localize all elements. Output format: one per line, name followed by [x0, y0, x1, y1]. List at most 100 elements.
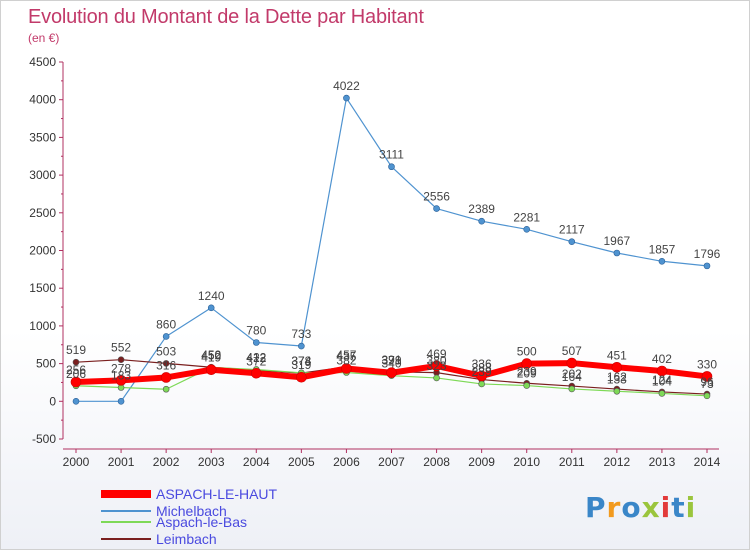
x-tick-label: 2011 [559, 455, 585, 469]
data-label-aspach-le-bas: 206 [66, 367, 86, 381]
data-label-aspach-le-haut: 256 [66, 363, 86, 377]
data-point-michelbach [117, 397, 125, 405]
brand-letter: P [585, 491, 607, 524]
data-label-leimbach: 519 [66, 343, 86, 357]
data-label-michelbach: 1857 [649, 242, 676, 256]
y-tick-label: 4500 [29, 55, 56, 69]
data-point-michelbach [162, 333, 170, 340]
data-point-michelbach [478, 217, 485, 225]
brand-letter: i [685, 491, 697, 524]
data-label-leimbach: 452 [201, 348, 221, 362]
data-label-aspach-le-bas: 164 [562, 370, 582, 384]
data-point-michelbach [568, 238, 576, 245]
data-label-aspach-le-haut: 336 [472, 357, 492, 371]
legend-swatch-aspach-le-haut [101, 490, 151, 498]
x-tick-label: 2003 [198, 455, 225, 469]
data-label-michelbach: 2117 [559, 223, 585, 237]
data-point-aspach-le-bas [613, 387, 621, 395]
data-point-aspach-le-haut [701, 371, 713, 382]
data-label-michelbach: 1796 [694, 247, 721, 261]
data-point-leimbach [162, 360, 170, 367]
x-tick-label: 2012 [604, 455, 631, 469]
data-label-aspach-le-haut: 507 [562, 344, 582, 358]
data-label-leimbach: 124 [652, 373, 672, 387]
chart-title: Evolution du Montant de la Dette par Hab… [28, 6, 424, 28]
data-label-aspach-le-bas: 239 [472, 365, 492, 379]
data-label-michelbach: 780 [246, 323, 266, 337]
data-label-aspach-le-haut: 419 [201, 351, 221, 365]
legend-label: Aspach-le-Bas [156, 514, 248, 530]
data-label-leimbach: 374 [291, 354, 311, 368]
data-label-aspach-le-bas: 323 [427, 359, 447, 373]
data-label-aspach-le-bas: 450 [201, 348, 221, 362]
y-tick-label: 2500 [29, 206, 56, 220]
data-label-leimbach: 202 [562, 367, 582, 381]
data-label-michelbach: 1967 [604, 234, 631, 248]
legend-item-aspach-le-haut[interactable]: ASPACH-LE-HAUT [101, 486, 321, 502]
data-label-aspach-le-bas: 422 [246, 350, 266, 364]
data-point-leimbach [72, 358, 80, 366]
data-label-leimbach: 288 [472, 361, 492, 375]
data-label-michelbach: 733 [291, 327, 311, 341]
data-label-aspach-le-haut: 319 [291, 358, 311, 372]
data-point-michelbach [523, 226, 531, 233]
data-label-aspach-le-bas: 183 [111, 369, 131, 383]
data-point-aspach-le-haut [431, 360, 442, 372]
chart-unit-label: (en €) [28, 31, 60, 45]
y-tick-label: 0 [49, 394, 56, 408]
x-tick-label: 2000 [63, 455, 90, 469]
brand-letter: o [621, 491, 642, 524]
x-tick-label: 2005 [288, 455, 315, 469]
legend-swatch-michelbach [101, 510, 151, 512]
data-point-aspach-le-haut [566, 357, 578, 369]
data-label-leimbach: 162 [607, 370, 627, 384]
data-label-aspach-le-haut: 316 [156, 358, 176, 372]
legend-label: Leimbach [156, 531, 217, 547]
brand-letter: r [606, 491, 622, 524]
data-point-michelbach [703, 262, 711, 270]
data-point-michelbach [298, 342, 305, 350]
data-label-aspach-le-bas: 340 [381, 357, 401, 371]
data-label-aspach-le-bas: 209 [517, 367, 537, 381]
data-label-aspach-le-bas: 378 [291, 354, 311, 368]
data-point-aspach-le-bas [523, 382, 531, 389]
data-point-aspach-le-haut [160, 372, 172, 383]
x-tick-label: 2010 [513, 455, 540, 469]
data-point-michelbach [343, 94, 350, 102]
data-label-aspach-le-bas: 382 [336, 353, 356, 367]
legend-item-leimbach[interactable]: Leimbach [101, 531, 321, 547]
data-point-aspach-le-haut [476, 370, 487, 382]
legend-label: ASPACH-LE-HAUT [156, 486, 278, 502]
y-tick-label: 500 [36, 357, 56, 371]
data-point-aspach-le-haut [386, 367, 397, 379]
x-tick-label: 2009 [468, 455, 495, 469]
data-label-michelbach: 4022 [333, 79, 360, 93]
data-point-aspach-le-haut [115, 375, 127, 386]
data-point-aspach-le-haut [205, 364, 217, 376]
data-label-leimbach: 380 [427, 354, 447, 368]
x-tick-label: 2004 [243, 455, 270, 469]
data-point-aspach-le-bas [433, 374, 440, 382]
y-tick-label: 1500 [29, 281, 56, 295]
data-point-aspach-le-haut [521, 358, 533, 369]
data-point-aspach-le-haut [296, 371, 307, 383]
legend-label: Michelbach [156, 503, 227, 519]
brand-logo: Proxiti [585, 491, 696, 524]
brand-letter: t [671, 491, 686, 524]
data-point-michelbach [658, 257, 666, 265]
y-tick-label: -500 [32, 432, 56, 446]
legend-item-aspach-le-bas[interactable]: Aspach-le-Bas [101, 514, 321, 530]
y-tick-label: 2000 [29, 244, 56, 258]
data-point-aspach-le-bas [568, 385, 576, 393]
data-point-aspach-le-bas [658, 390, 666, 397]
data-point-michelbach [207, 304, 215, 312]
data-point-leimbach [117, 356, 125, 363]
legend-item-michelbach[interactable]: Michelbach [101, 503, 321, 519]
data-point-aspach-le-haut [656, 365, 668, 377]
data-label-leimbach: 457 [336, 348, 356, 362]
legend-swatch-leimbach [101, 538, 151, 540]
data-label-aspach-le-bas: 104 [652, 374, 672, 388]
data-label-aspach-le-haut: 278 [111, 361, 131, 375]
